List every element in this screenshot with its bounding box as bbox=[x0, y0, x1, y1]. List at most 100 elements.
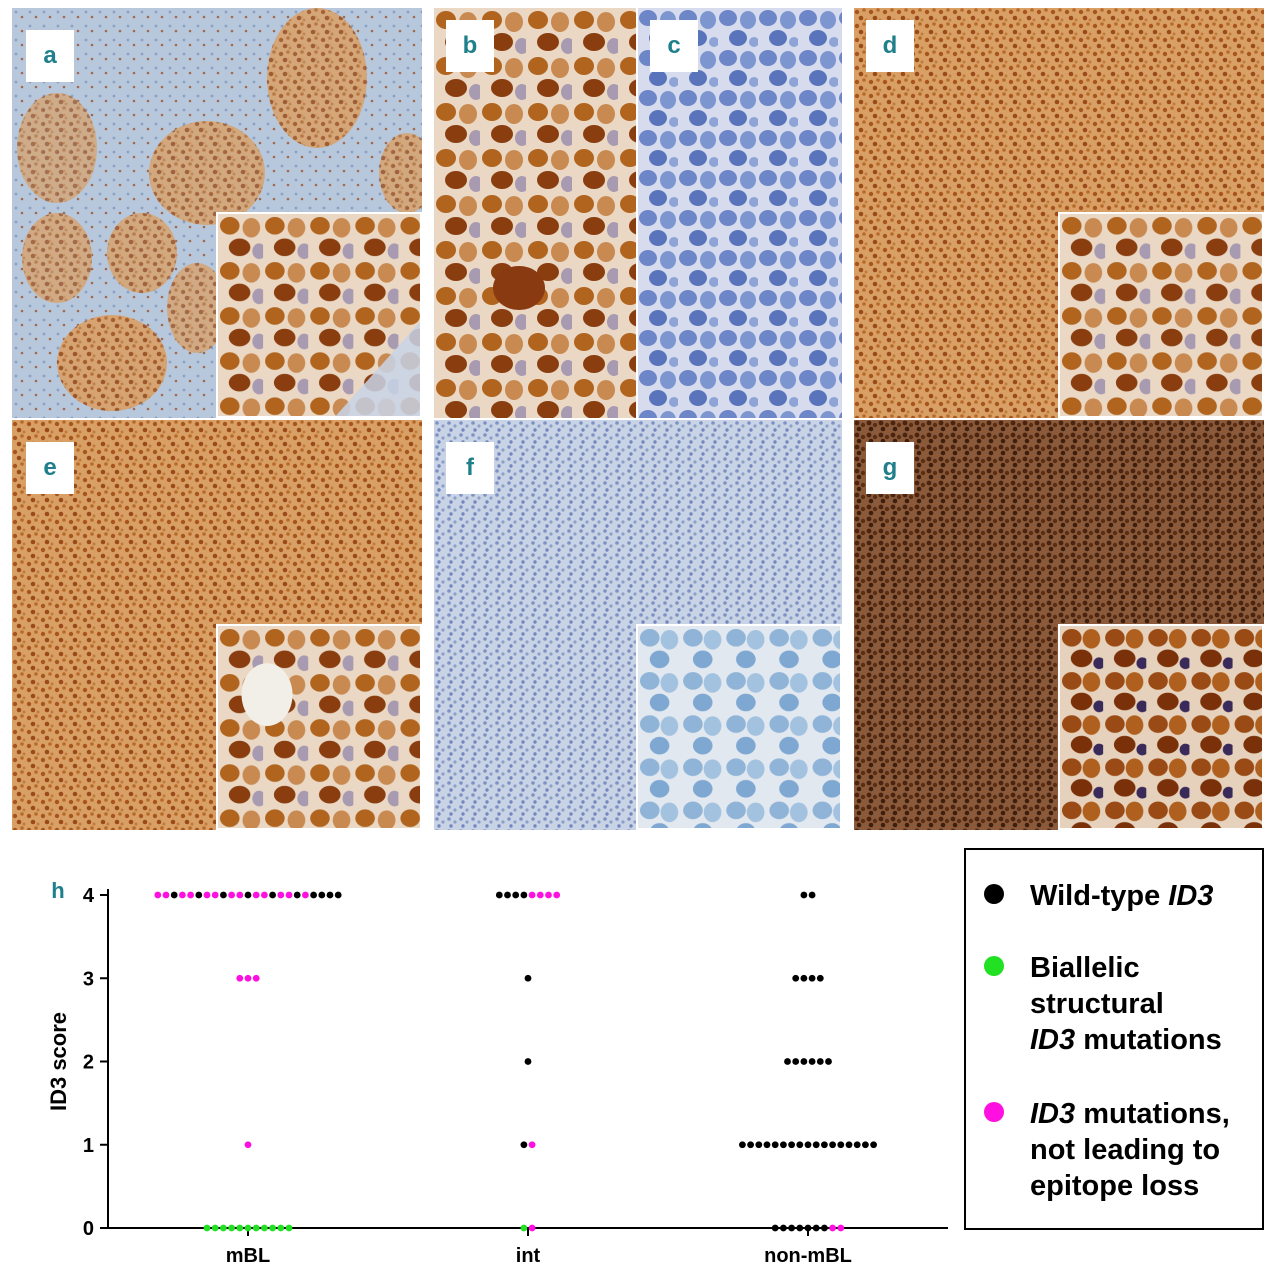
data-point bbox=[528, 1141, 536, 1149]
panel-label-d: d bbox=[866, 20, 914, 72]
data-point bbox=[771, 1141, 779, 1149]
data-point bbox=[244, 1141, 252, 1149]
data-point bbox=[211, 1224, 219, 1232]
data-point bbox=[154, 891, 162, 899]
data-point bbox=[195, 891, 203, 899]
panel-label-e: e bbox=[26, 442, 74, 494]
legend-label-wild-type: Wild-type bbox=[1030, 880, 1169, 912]
data-point bbox=[821, 1141, 828, 1149]
data-point bbox=[269, 1224, 276, 1232]
legend-label-biallelic-gene: ID3 bbox=[1030, 1024, 1076, 1056]
legend-label-wild-type-gene: ID3 bbox=[1168, 880, 1214, 912]
data-point bbox=[780, 1224, 787, 1232]
data-point bbox=[302, 891, 309, 899]
data-point bbox=[788, 1224, 795, 1232]
micrograph-panel-f: f bbox=[434, 420, 842, 830]
data-point bbox=[845, 1141, 853, 1149]
data-point bbox=[252, 974, 260, 982]
data-point bbox=[796, 1224, 804, 1232]
data-point bbox=[203, 891, 211, 899]
data-point bbox=[326, 891, 334, 899]
y-tick-label: 2 bbox=[83, 1052, 94, 1074]
micrograph-panel-g: g bbox=[854, 420, 1264, 830]
legend-label-biallelic-1: Biallelic bbox=[1030, 952, 1140, 984]
panel-label-b: b bbox=[446, 20, 494, 72]
micrograph-panel-c: c bbox=[638, 8, 842, 418]
data-point bbox=[269, 891, 276, 899]
y-tick-label: 0 bbox=[83, 1218, 94, 1240]
micrograph-image-c bbox=[638, 8, 842, 418]
inset-image-e bbox=[218, 626, 420, 828]
data-point bbox=[228, 1224, 236, 1232]
data-point bbox=[520, 891, 528, 899]
data-point bbox=[495, 891, 503, 899]
data-point bbox=[816, 974, 824, 982]
data-point bbox=[228, 891, 236, 899]
data-point bbox=[524, 1058, 532, 1065]
micrograph-panel-a: a bbox=[12, 8, 422, 418]
data-point bbox=[812, 1141, 820, 1149]
data-point bbox=[804, 1141, 812, 1149]
data-point bbox=[821, 1224, 828, 1232]
data-point bbox=[524, 974, 532, 982]
data-point bbox=[277, 891, 285, 899]
legend-label-mutation-gene: ID3 bbox=[1030, 1098, 1076, 1130]
data-point bbox=[252, 891, 260, 899]
legend-item-biallelic: Biallelic structural ID3 mutations bbox=[984, 950, 1222, 1058]
data-point bbox=[792, 974, 800, 982]
inset-d bbox=[1058, 212, 1264, 418]
legend-label-biallelic-3: mutations bbox=[1075, 1024, 1222, 1056]
legend-label-mutation-3: epitope loss bbox=[1030, 1170, 1200, 1202]
data-point bbox=[808, 974, 816, 982]
data-point bbox=[244, 974, 252, 982]
data-point bbox=[792, 1058, 800, 1065]
data-point bbox=[870, 1141, 877, 1149]
data-point bbox=[771, 1224, 779, 1232]
inset-image-d bbox=[1060, 214, 1262, 416]
panel-label-c: c bbox=[650, 20, 698, 72]
data-point bbox=[252, 1224, 260, 1232]
x-tick-label: non-mBL bbox=[764, 1245, 852, 1267]
panel-label-g: g bbox=[866, 442, 914, 494]
inset-image-f bbox=[638, 626, 840, 828]
panel-label-f: f bbox=[446, 442, 494, 494]
inset-a bbox=[216, 212, 422, 418]
legend-dot-magenta bbox=[984, 1102, 1004, 1122]
micrograph-panel-b: b bbox=[434, 8, 636, 418]
data-point bbox=[285, 891, 293, 899]
x-tick-label: mBL bbox=[226, 1245, 270, 1267]
data-point bbox=[277, 1224, 285, 1232]
data-point bbox=[203, 1224, 211, 1232]
micrograph-image-b bbox=[434, 8, 636, 418]
data-point bbox=[747, 1141, 754, 1149]
data-point bbox=[804, 1224, 812, 1232]
data-point bbox=[816, 1058, 824, 1065]
data-point bbox=[763, 1141, 771, 1149]
data-point bbox=[528, 1224, 536, 1232]
data-point bbox=[837, 1141, 845, 1149]
data-point bbox=[520, 1224, 528, 1232]
data-point bbox=[739, 1141, 746, 1149]
micrograph-panel-d: d bbox=[854, 8, 1264, 418]
y-tick-label: 3 bbox=[83, 968, 94, 990]
data-point bbox=[220, 891, 227, 899]
data-point bbox=[162, 891, 170, 899]
data-point bbox=[528, 891, 536, 899]
inset-image-a bbox=[218, 214, 420, 416]
y-tick-label: 1 bbox=[83, 1135, 94, 1157]
y-axis-label: ID3 score bbox=[46, 1012, 71, 1111]
data-point bbox=[800, 1058, 808, 1065]
data-point bbox=[261, 891, 268, 899]
data-point bbox=[800, 891, 808, 899]
data-point bbox=[236, 891, 244, 899]
data-point bbox=[800, 974, 808, 982]
data-point bbox=[812, 1224, 820, 1232]
id3-score-dot-plot: h 0 1 2 3 4 ID3 score mBL int non-mBL bbox=[0, 840, 960, 1274]
data-point bbox=[837, 1224, 845, 1232]
data-point bbox=[853, 1141, 861, 1149]
data-point bbox=[293, 891, 301, 899]
data-point bbox=[310, 891, 317, 899]
inset-e bbox=[216, 624, 422, 830]
data-point bbox=[236, 974, 244, 982]
data-point bbox=[220, 1224, 227, 1232]
